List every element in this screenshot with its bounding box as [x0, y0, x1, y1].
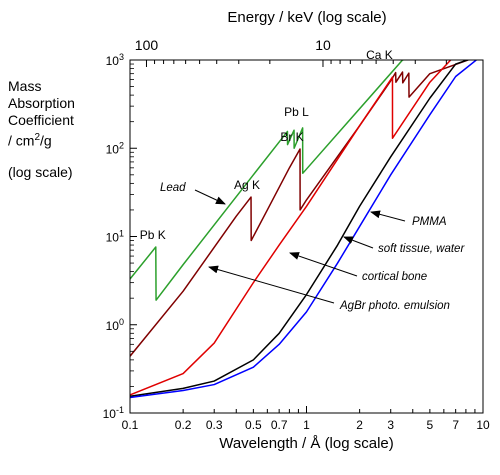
series-line-pmma — [130, 60, 470, 397]
y-axis-label-unit: / cm2/g — [8, 129, 75, 150]
x-tick-label: 0.7 — [271, 418, 288, 432]
x-tick-label: 2 — [356, 418, 363, 432]
annotation-arrow — [289, 252, 358, 277]
y-tick-base: 10 — [106, 231, 120, 245]
x-axis-label: Wavelength / Å (log scale) — [219, 435, 394, 452]
series-line-soft-tissue-water — [130, 60, 478, 399]
y-axis-label-line-3: Coefficient — [8, 112, 74, 128]
annotation-arrow — [194, 189, 226, 205]
x-tick-label: 0.1 — [122, 418, 139, 432]
edge-label: Ag K — [234, 178, 260, 192]
y-axis-label: Mass Absorption Coefficient / cm2/g (log… — [8, 78, 75, 181]
annotation-label: Lead — [160, 182, 186, 194]
annotation-arrow — [208, 265, 335, 304]
y-tick-base: 10 — [106, 142, 120, 156]
y-axis-label-scale: (log scale) — [8, 163, 73, 180]
annotation-label: soft tissue, water — [378, 243, 465, 255]
x-tick-label: 0.2 — [175, 418, 192, 432]
annotation-arrow — [343, 236, 374, 249]
series-line-lead — [130, 60, 407, 301]
energy-tick-label: 10 — [315, 37, 331, 53]
y-tick-base: 10 — [106, 319, 120, 333]
x-tick-label: 7 — [452, 418, 459, 432]
y-tick-exponent: 3 — [119, 52, 124, 62]
annotation-label: AgBr photo. emulsion — [339, 300, 450, 312]
y-tick-base: 10 — [106, 54, 120, 68]
y-tick-exponent: 1 — [119, 229, 124, 239]
y-axis-unit-prefix: / cm — [8, 132, 35, 149]
edge-label: Br K — [280, 130, 303, 144]
y-tick-label: 103 — [106, 52, 124, 68]
annotation-label: PMMA — [412, 216, 447, 228]
x-tick-label: 5 — [427, 418, 434, 432]
y-axis-label-line-2: Absorption — [8, 95, 75, 111]
series-group — [130, 60, 478, 399]
y-tick-exponent: 0 — [119, 317, 124, 327]
y-tick-exponent: 2 — [119, 140, 124, 150]
y-tick-label: 100 — [106, 317, 124, 333]
y-tick-label: 10-1 — [103, 405, 124, 421]
y-tick-label: 101 — [106, 229, 124, 245]
y-axis-unit-sup: 2 — [34, 132, 41, 143]
y-tick-exponent: -1 — [116, 405, 124, 415]
energy-tick-label: 100 — [135, 37, 159, 53]
edge-label: Pb K — [140, 228, 166, 242]
y-tick-base: 10 — [103, 407, 117, 421]
y-axis-unit-suffix: /g — [40, 132, 52, 149]
x-tick-label: 0.3 — [206, 418, 223, 432]
annotation-label: cortical bone — [362, 271, 427, 283]
y-tick-label: 102 — [106, 140, 124, 156]
y-axis-label-line-1: Mass — [8, 78, 42, 94]
x-tick-label: 10 — [476, 418, 490, 432]
series-line-cortical-bone — [130, 60, 452, 396]
series-line-agbr-photo-emulsion — [130, 60, 471, 357]
energy-axis-label: Energy / keV (log scale) — [227, 9, 386, 26]
x-tick-label: 1 — [303, 418, 310, 432]
x-tick-label: 0.5 — [245, 418, 262, 432]
annotation-arrow — [370, 210, 406, 222]
edge-label: Ca K — [366, 48, 393, 62]
x-tick-label: 3 — [387, 418, 394, 432]
edge-label: Pb L — [284, 105, 309, 119]
